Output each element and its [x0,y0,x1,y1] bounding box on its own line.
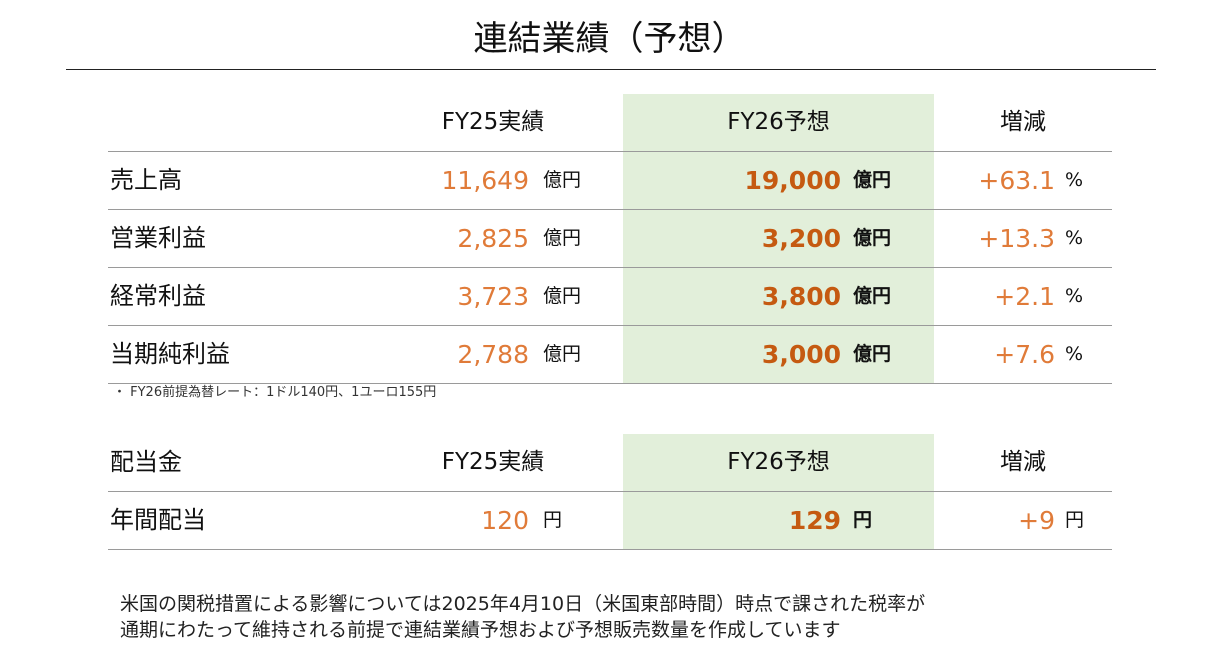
results-header-actual: FY25実績 [441,109,545,135]
results-table: FY25実績 FY26予想 増減 売上高 11,649 億円 19,000 億円… [108,94,1112,384]
actual-unit: 億円 [543,285,582,307]
results-header-forecast: FY26予想 [727,109,830,135]
forecast-column-highlight [623,152,934,209]
forecast-column-highlight [623,210,934,267]
change-value: +2.1 [994,282,1055,311]
dividend-header-forecast: FY26予想 [727,449,830,475]
forecast-column-highlight [623,492,934,549]
change-unit: % [1065,169,1084,191]
actual-value: 2,788 [457,340,529,369]
forecast-value: 129 [788,506,841,535]
row-label: 営業利益 [110,224,206,252]
actual-value: 120 [481,506,529,535]
actual-unit: 億円 [543,227,582,249]
dividend-header-row: 配当金 FY25実績 FY26予想 増減 [108,434,1112,492]
page-title: 連結業績（予想） [473,19,746,59]
actual-unit: 円 [543,509,563,531]
change-value: +9 [1018,506,1055,535]
title-divider [66,69,1156,70]
dividend-header-actual: FY25実績 [441,449,545,475]
results-header-change: 増減 [1000,109,1046,135]
change-unit: % [1065,343,1084,365]
dividend-header-change: 増減 [1000,449,1046,475]
row-label: 経常利益 [110,282,206,310]
row-label: 当期純利益 [110,340,230,368]
table-row-annual-dividend: 年間配当 120 円 129 円 +9 円 [108,492,1112,550]
forecast-unit: 億円 [853,285,892,307]
table-row-sales: 売上高 11,649 億円 19,000 億円 +63.1 % [108,152,1112,210]
forecast-value: 19,000 [744,166,841,195]
forecast-column-highlight [623,434,934,491]
actual-value: 3,723 [457,282,529,311]
row-label: 年間配当 [110,506,206,534]
table-row-operating-income: 営業利益 2,825 億円 3,200 億円 +13.3 % [108,210,1112,268]
results-header-row: FY25実績 FY26予想 増減 [108,94,1112,152]
footer-line-1: 米国の関税措置による影響については2025年4月10日（米国東部時間）時点で課さ… [120,593,926,615]
forecast-value: 3,800 [761,282,841,311]
actual-unit: 億円 [543,343,582,365]
change-unit: 円 [1065,509,1085,531]
change-unit: % [1065,227,1084,249]
footer-note: 米国の関税措置による影響については2025年4月10日（米国東部時間）時点で課さ… [120,591,925,643]
footer-line-2: 通期にわたって維持される前提で連結業績予想および予想販売数量を作成しています [120,619,841,641]
forecast-unit: 億円 [853,227,892,249]
forecast-column-highlight [623,94,934,151]
forecast-value: 3,200 [761,224,841,253]
actual-unit: 億円 [543,169,582,191]
forecast-column-highlight [623,268,934,325]
exchange-rate-note: ・ FY26前提為替レート：1ドル140円、1ユーロ155円 [113,385,437,400]
forecast-unit: 億円 [853,169,892,191]
dividend-table: 配当金 FY25実績 FY26予想 増減 年間配当 120 円 129 円 +9… [108,434,1112,550]
actual-value: 2,825 [457,224,529,253]
row-label: 売上高 [110,166,182,194]
dividend-header-label: 配当金 [110,448,182,476]
table-row-net-income: 当期純利益 2,788 億円 3,000 億円 +7.6 % [108,326,1112,384]
actual-value: 11,649 [441,166,529,195]
change-value: +7.6 [994,340,1055,369]
change-unit: % [1065,285,1084,307]
forecast-column-highlight [623,326,934,383]
forecast-unit: 円 [853,509,873,531]
table-row-ordinary-income: 経常利益 3,723 億円 3,800 億円 +2.1 % [108,268,1112,326]
forecast-unit: 億円 [853,343,892,365]
forecast-value: 3,000 [761,340,841,369]
change-value: +13.3 [978,224,1055,253]
change-value: +63.1 [978,166,1055,195]
